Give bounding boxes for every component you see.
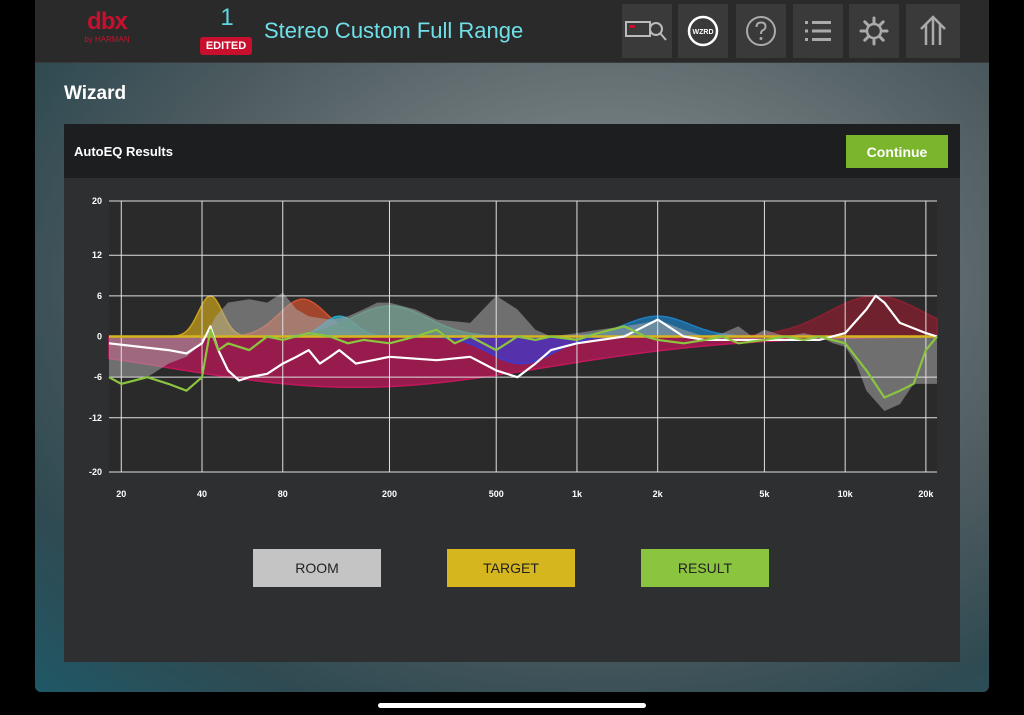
top-bar: dbx by HARMAN 1 EDITED Stereo Custom Ful… — [35, 0, 989, 63]
preset-name[interactable]: Stereo Custom Full Range — [264, 18, 524, 43]
gear-icon — [859, 16, 889, 46]
wizard-icon: WZRD — [687, 15, 719, 47]
preset-number[interactable]: 1 — [220, 4, 234, 31]
continue-button[interactable]: Continue — [846, 135, 948, 168]
list-icon — [805, 21, 831, 41]
x-tick-label: 5k — [759, 489, 770, 499]
home-icon — [920, 15, 946, 45]
y-tick-label: -20 — [89, 467, 102, 477]
result-button[interactable]: RESULT — [641, 549, 769, 587]
menu-button[interactable] — [793, 4, 843, 58]
correction-curve — [108, 294, 938, 382]
result-curve — [108, 325, 938, 399]
y-tick-label: 0 — [97, 332, 102, 342]
home-indicator[interactable] — [378, 703, 646, 708]
help-icon — [746, 16, 776, 46]
wizard-button[interactable]: WZRD — [678, 4, 728, 58]
wizard-button-label: WZRD — [693, 29, 714, 36]
app-window: dbx by HARMAN 1 EDITED Stereo Custom Ful… — [35, 0, 989, 692]
logo-sub: by HARMAN — [84, 35, 130, 44]
edited-badge: EDITED — [200, 37, 252, 55]
y-tick-label: 12 — [92, 250, 102, 260]
rta-button[interactable] — [622, 4, 672, 58]
x-tick-label: 200 — [382, 489, 397, 499]
x-tick-label: 500 — [489, 489, 504, 499]
panel-header: AutoEQ Results Continue — [64, 124, 960, 178]
x-tick-label: 80 — [278, 489, 288, 499]
x-tick-label: 20 — [116, 489, 126, 499]
help-button[interactable] — [736, 4, 786, 58]
home-button[interactable] — [906, 4, 960, 58]
page-title: Wizard — [64, 83, 127, 104]
dbx-logo[interactable]: dbx by HARMAN — [77, 10, 137, 52]
x-tick-label: 1k — [572, 489, 583, 499]
logo-brand: dbx — [87, 8, 128, 35]
x-tick-label: 20k — [918, 489, 934, 499]
rta-mic-icon — [625, 21, 667, 41]
y-tick-label: -12 — [89, 413, 102, 423]
x-tick-label: 10k — [838, 489, 854, 499]
x-tick-label: 40 — [197, 489, 207, 499]
target-button[interactable]: TARGET — [447, 549, 575, 587]
main-area: Wizard AutoEQ Results Continue 20 40 80 200… — [35, 63, 989, 692]
y-tick-label: 6 — [97, 291, 102, 301]
x-tick-label: 2k — [653, 489, 664, 499]
settings-button[interactable] — [849, 4, 899, 58]
autoeq-panel: AutoEQ Results Continue 20 40 80 200 500 1k 2k… — [64, 124, 960, 662]
room-button[interactable]: ROOM — [253, 549, 381, 587]
y-tick-label: 20 — [92, 196, 102, 206]
panel-title: AutoEQ Results — [74, 144, 173, 159]
room-area — [109, 292, 937, 411]
y-tick-label: -6 — [94, 372, 102, 382]
eq-chart: 20 40 80 200 500 1k 2k 5k 10k 20k 20 12 6 0 -6 -12 -20 — [89, 196, 938, 499]
